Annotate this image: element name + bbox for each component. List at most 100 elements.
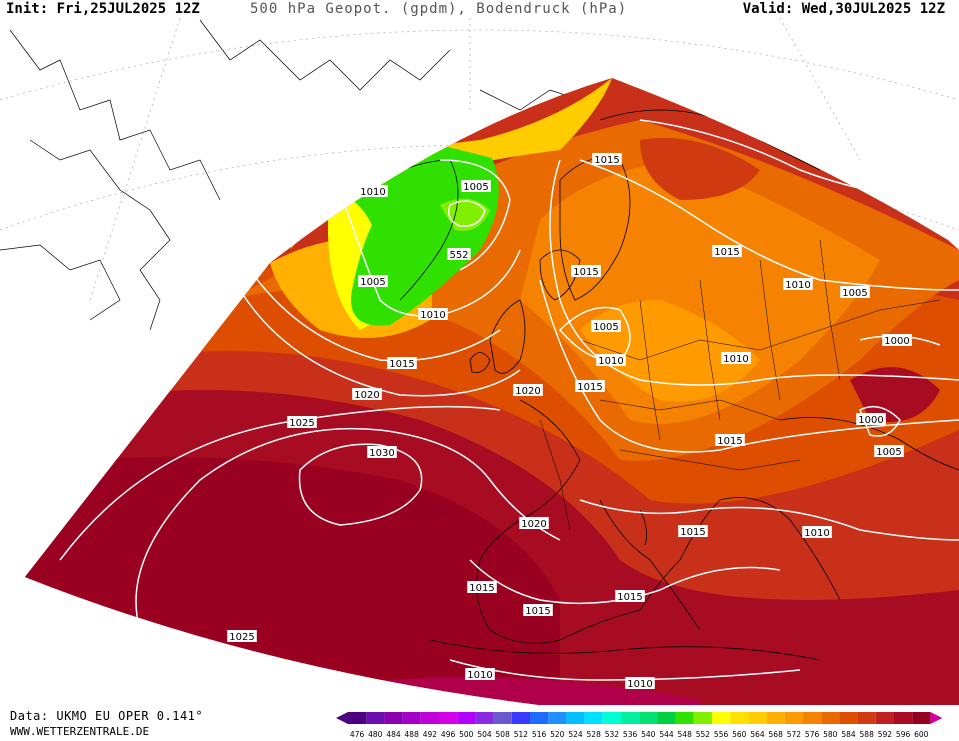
isobar-labels: 1010 1005 552 1005 1010 1015 1015 1010 1005 1010 1… xyxy=(227,153,912,690)
isobar-label-bg xyxy=(721,352,751,364)
isobar-label-bg xyxy=(358,275,388,287)
isobar-label: 1020 xyxy=(354,390,379,401)
isobar-label-bg xyxy=(856,413,886,425)
isobar-label-bg xyxy=(615,590,645,602)
legend-swatch xyxy=(675,712,694,724)
isobar-label: 1010 xyxy=(804,528,829,539)
data-source: Data: UKMO EU OPER 0.141° xyxy=(10,709,204,723)
legend-swatch xyxy=(839,712,858,724)
legend-swatch xyxy=(457,712,476,724)
legend-tick-label: 572 xyxy=(787,730,802,739)
isobar-label-bg xyxy=(840,286,870,298)
legend-swatch xyxy=(420,712,439,724)
isobar-label: 1025 xyxy=(289,418,314,429)
isobar-label: 1015 xyxy=(717,436,742,447)
legend-swatch xyxy=(475,712,494,724)
isobar-label: 552 xyxy=(449,250,468,261)
graticule xyxy=(0,18,959,301)
legend-tick-label: 484 xyxy=(386,730,401,739)
legend-swatch xyxy=(530,712,549,724)
legend-tick-label: 492 xyxy=(423,730,438,739)
legend-swatch xyxy=(384,712,403,724)
isobar-label: 1010 xyxy=(598,356,623,367)
legend-swatch xyxy=(566,712,585,724)
isobar-label-bg xyxy=(715,434,745,446)
isobar-label: 1005 xyxy=(360,277,385,288)
legend-tick-label: 544 xyxy=(659,730,674,739)
legend-tick-label: 504 xyxy=(477,730,492,739)
legend-tick-label: 552 xyxy=(696,730,711,739)
legend-swatch xyxy=(439,712,458,724)
legend-tick-label: 528 xyxy=(587,730,602,739)
isobar-label-bg xyxy=(418,308,448,320)
isobar-label: 1015 xyxy=(573,267,598,278)
isobar-label-bg xyxy=(523,604,553,616)
isobar-label-bg xyxy=(461,180,491,192)
legend-swatch xyxy=(693,712,712,724)
isobar-label: 1015 xyxy=(525,606,550,617)
isobar-label: 1005 xyxy=(876,447,901,458)
isobar-label: 1015 xyxy=(617,592,642,603)
isobar-label: 1015 xyxy=(577,382,602,393)
geopotential-field xyxy=(25,78,959,705)
legend-tick-label: 588 xyxy=(860,730,875,739)
legend-tick-label: 480 xyxy=(368,730,383,739)
legend-tick-label: 580 xyxy=(823,730,838,739)
isobar-label-bg xyxy=(387,357,417,369)
legend-tick-label: 584 xyxy=(841,730,856,739)
legend-swatch xyxy=(602,712,621,724)
isobar-label-bg xyxy=(874,445,904,457)
legend-swatch xyxy=(639,712,658,724)
legend-arrow-left xyxy=(336,712,348,724)
legend-tick-label: 568 xyxy=(769,730,784,739)
legend-swatch xyxy=(366,712,385,724)
legend-swatch xyxy=(511,712,530,724)
isobar-label: 1020 xyxy=(515,386,540,397)
legend-tick-label: 476 xyxy=(350,730,365,739)
isobar-label: 1010 xyxy=(723,354,748,365)
legend-swatch xyxy=(912,712,931,724)
isobar-label: 1015 xyxy=(680,527,705,538)
isobar-label: 1015 xyxy=(594,155,619,166)
legend-tick-label: 524 xyxy=(568,730,583,739)
legend-swatch xyxy=(730,712,749,724)
isobar-label-bg xyxy=(596,354,626,366)
legend-swatch xyxy=(348,712,367,724)
borders xyxy=(539,239,941,531)
isobar-label-bg xyxy=(802,526,832,538)
isobar-label: 1025 xyxy=(229,632,254,643)
legend-tick-label: 548 xyxy=(678,730,693,739)
isobar-label: 1000 xyxy=(884,336,909,347)
isobar-label-bg xyxy=(712,245,742,257)
init-time: Init: Fri,25JUL2025 12Z xyxy=(6,1,200,17)
legend-tick-label: 596 xyxy=(896,730,911,739)
legend-tick-label: 532 xyxy=(605,730,620,739)
legend-tick-label: 540 xyxy=(641,730,656,739)
legend-swatch xyxy=(584,712,603,724)
isobar-label: 1015 xyxy=(714,247,739,258)
isobar-label-bg xyxy=(783,278,813,290)
legend-swatch xyxy=(712,712,731,724)
isobar-label-bg xyxy=(467,581,497,593)
valid-time: Valid: Wed,30JUL2025 12Z xyxy=(742,1,945,17)
legend-swatch xyxy=(402,712,421,724)
legend-tick-label: 496 xyxy=(441,730,456,739)
isobar-label: 1005 xyxy=(463,182,488,193)
isobar-label: 1030 xyxy=(369,448,394,459)
legend-swatch xyxy=(621,712,640,724)
legend-swatch xyxy=(493,712,512,724)
isobars xyxy=(59,119,959,681)
legend-swatch xyxy=(803,712,822,724)
isobar-label: 1010 xyxy=(420,310,445,321)
color-legend: 476 480 484 488 492 496 500 504 508 512 516 520 524 5… xyxy=(336,712,943,739)
legend-swatch xyxy=(657,712,676,724)
website: WWW.WETTERZENTRALE.DE xyxy=(10,725,150,738)
isobar-label-bg xyxy=(571,265,601,277)
isobar-label-bg xyxy=(358,185,388,197)
isobar-label-bg xyxy=(591,320,621,332)
legend-swatch xyxy=(857,712,876,724)
legend-swatch xyxy=(875,712,894,724)
isobar-label: 1010 xyxy=(467,670,492,681)
isobar-label-bg xyxy=(227,630,257,642)
legend-swatch xyxy=(894,712,913,724)
